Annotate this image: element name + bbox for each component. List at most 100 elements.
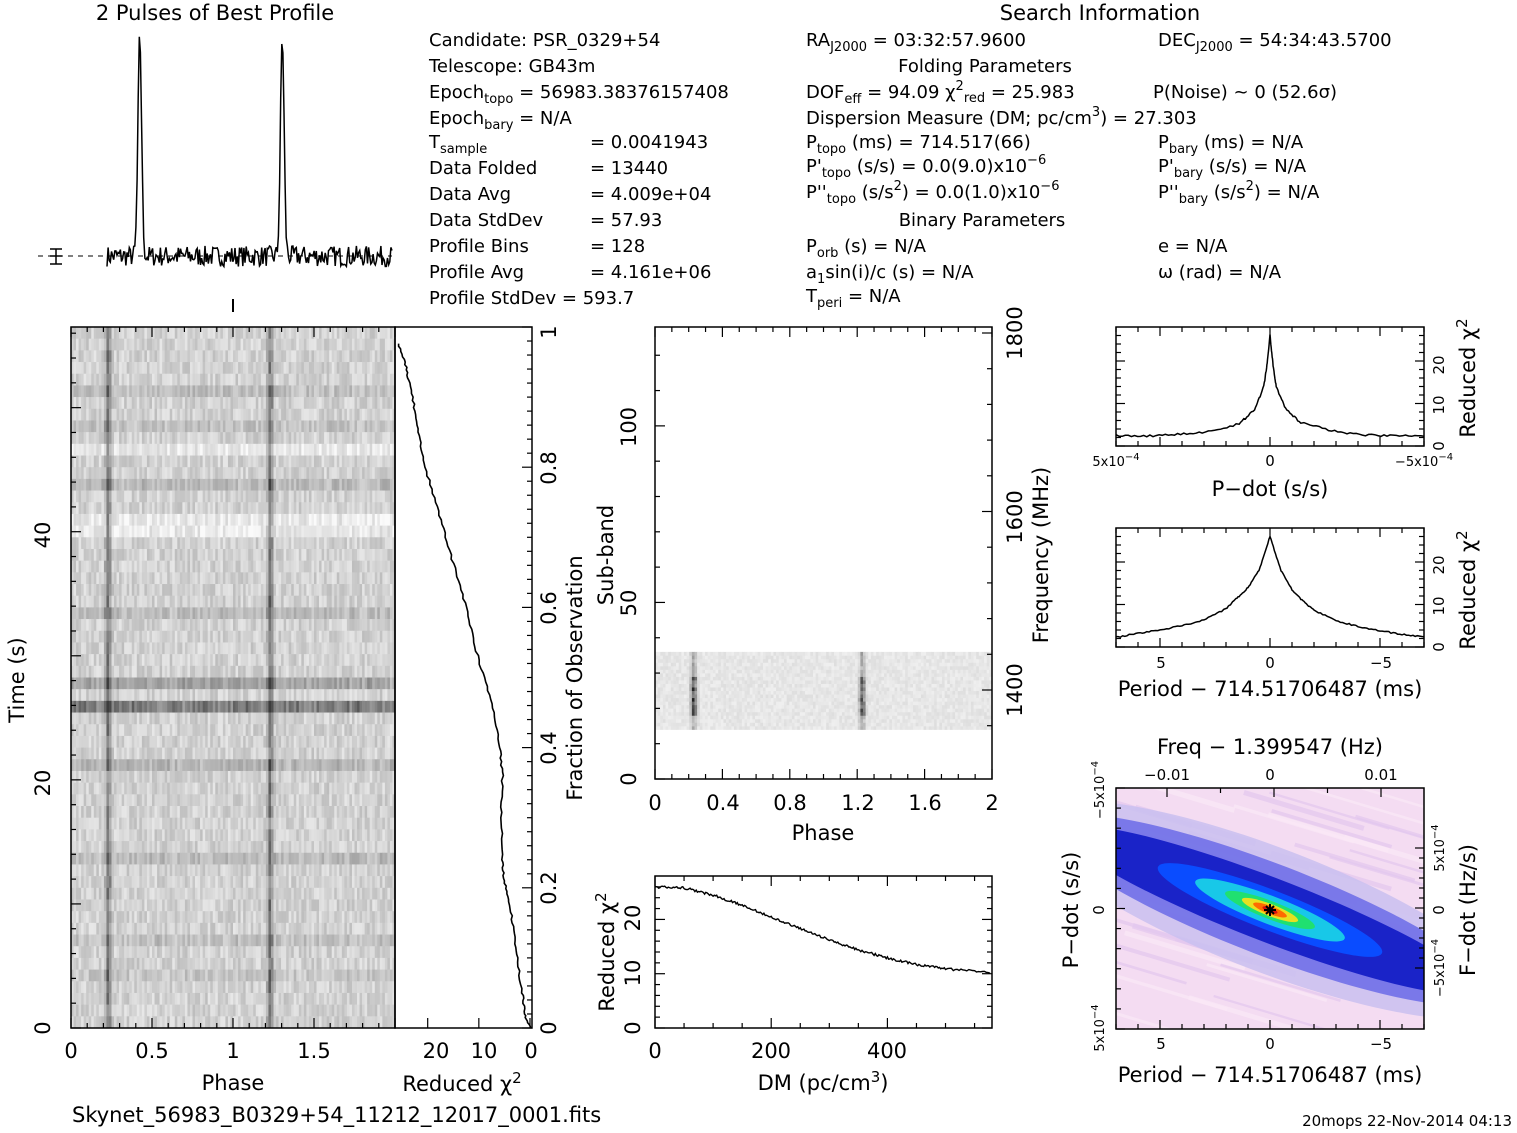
tvp-cell	[379, 397, 383, 410]
tvp-cell	[291, 700, 295, 713]
tvp-cell	[235, 560, 239, 573]
tvp-cell	[357, 572, 360, 585]
tvp-cell	[240, 654, 244, 667]
tvp-cell	[225, 373, 229, 386]
tvp-cell	[382, 689, 386, 702]
tvp-cell	[93, 560, 97, 573]
tvp-cell	[162, 362, 165, 375]
tvp-cell	[233, 677, 236, 690]
tvp-cell	[301, 619, 305, 632]
tvp-cell	[354, 513, 358, 526]
tvp-cell	[164, 327, 168, 339]
tvp-cell	[96, 642, 100, 655]
tvp-cell	[265, 443, 269, 456]
tvp-cell	[344, 443, 348, 456]
tvp-cell	[197, 630, 201, 643]
tvp-cell	[316, 525, 320, 538]
tvp-cell	[114, 759, 117, 772]
tvp-cell	[103, 537, 107, 550]
tvp-cell	[210, 642, 214, 655]
tvp-cell	[83, 584, 87, 597]
tvp-cell	[387, 490, 391, 503]
tvp-cell	[182, 747, 186, 760]
tvp-cell	[131, 502, 135, 515]
tvp-cell	[258, 724, 262, 737]
tvp-cell	[187, 689, 191, 702]
tvp-cell	[93, 385, 97, 398]
tvp-cell	[76, 642, 79, 655]
tvp-cell	[316, 595, 320, 608]
tvp-cell	[212, 642, 216, 655]
tvp-cell	[174, 712, 178, 725]
tvp-cell	[351, 338, 355, 351]
tvp-cell	[106, 759, 110, 772]
tvp-cell	[324, 385, 327, 398]
tvp-cell	[200, 443, 203, 456]
tvp-cell	[372, 350, 376, 363]
tvp-cell	[311, 537, 315, 550]
tvp-cell	[346, 478, 350, 491]
tvp-cell	[334, 373, 338, 386]
tvp-cell	[230, 595, 234, 608]
tvp-cell	[281, 747, 284, 760]
tvp-cell	[235, 350, 239, 363]
tvp-cell	[334, 350, 338, 363]
tvp-cell	[108, 595, 112, 608]
tvp-cell	[126, 467, 130, 480]
tvp-cell	[281, 665, 284, 678]
tvp-cell	[281, 373, 284, 386]
tvp-cell	[319, 338, 322, 351]
tvp-cell	[187, 432, 191, 445]
tvp-cell	[357, 619, 360, 632]
tvp-cell	[243, 665, 246, 678]
tvp-cell	[354, 478, 358, 491]
tvp-cell	[240, 327, 244, 339]
tvp-cell	[288, 502, 292, 515]
tvp-cell	[276, 443, 279, 456]
tvp-cell	[336, 455, 340, 468]
tvp-cell	[103, 619, 107, 632]
tvp-cell	[291, 385, 295, 398]
tvp-cell	[207, 607, 211, 620]
tvp-cell	[283, 724, 287, 737]
tvp-cell	[101, 642, 105, 655]
tvp-cell	[141, 490, 145, 503]
tvp-cell	[389, 572, 393, 585]
tvp-cell	[382, 537, 386, 550]
tvp-cell	[308, 327, 312, 339]
tvp-cell	[334, 630, 338, 643]
tvp-cell	[98, 665, 102, 678]
tvp-cell	[344, 595, 348, 608]
tvp-cell	[157, 665, 160, 678]
tvp-cell	[303, 595, 307, 608]
tvp-cell	[331, 654, 335, 667]
tvp-cell	[116, 490, 120, 503]
tvp-cell	[379, 548, 383, 561]
tvp-cell	[324, 584, 327, 597]
tvp-cell	[222, 712, 226, 725]
tvp-cell	[101, 467, 105, 480]
tvp-cell	[106, 525, 110, 538]
tvp-cell	[210, 630, 214, 643]
tvp-cell	[91, 630, 95, 643]
tvp-cell	[205, 548, 208, 561]
tvp-cell	[324, 665, 327, 678]
tvp-cell	[124, 502, 127, 515]
tvp-cell	[205, 642, 208, 655]
tvp-cell	[202, 478, 206, 491]
tvp-cell	[119, 327, 122, 339]
tvp-cell	[121, 467, 125, 480]
tvp-cell	[308, 548, 312, 561]
tvp-cell	[220, 525, 224, 538]
tvp-cell	[319, 619, 322, 632]
tvp-cell	[314, 548, 317, 561]
info-pdot-bary: P'bary (s/s) = N/A	[1158, 156, 1307, 181]
tvp-cell	[187, 630, 191, 643]
tvp-cell	[293, 408, 297, 421]
tvp-cell	[374, 397, 378, 410]
tvp-cell	[349, 338, 353, 351]
tvp-cell	[314, 584, 317, 597]
tvp-cell	[200, 502, 203, 515]
tvp-cell	[136, 642, 140, 655]
tvp-cell	[364, 607, 368, 620]
